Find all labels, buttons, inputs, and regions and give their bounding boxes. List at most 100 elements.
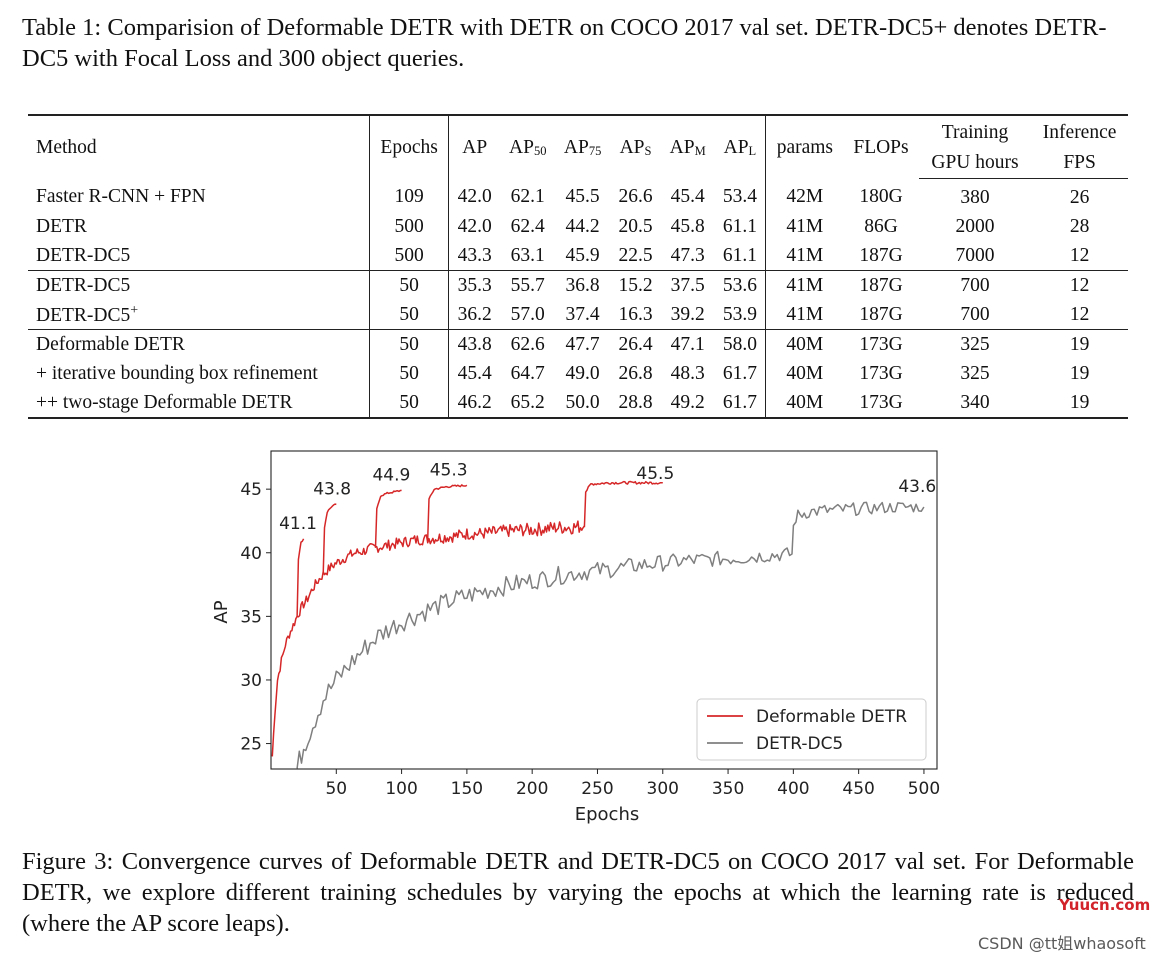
cell-params: 40M — [765, 329, 844, 359]
x-tick-label: 100 — [385, 779, 417, 799]
cell-epochs: 50 — [369, 329, 449, 359]
header-aps: APS — [610, 114, 662, 179]
cell-flops: 173G — [859, 362, 903, 384]
cell-gpu-hours: 700 — [960, 303, 990, 325]
cell-apm: 47.3 — [670, 244, 705, 266]
y-tick-label: 35 — [240, 607, 262, 627]
series-line-1 — [296, 538, 305, 618]
cell-method: DETR — [36, 215, 87, 237]
plot-frame — [270, 450, 938, 770]
cell-apl: 53.4 — [722, 186, 757, 208]
legend-box — [696, 698, 927, 761]
cell-apl: 61.1 — [722, 215, 757, 237]
x-tick-label: 350 — [712, 779, 744, 799]
annotation-label: 44.9 — [372, 465, 410, 485]
cell-apl: 61.7 — [722, 362, 757, 384]
header-apm: APM — [661, 114, 715, 179]
table-header-row: Method Epochs AP AP50 AP75 APS APM APL p… — [28, 114, 1128, 179]
series-line-3 — [374, 489, 402, 548]
cell-ap50: 65.2 — [500, 388, 556, 419]
cell-flops: 173G — [843, 329, 919, 359]
cell-params: 40M — [765, 359, 844, 388]
y-tick-label: 25 — [240, 735, 262, 755]
series-line-4 — [426, 484, 468, 540]
header-ap50: AP50 — [500, 114, 556, 179]
annotation-label: 43.8 — [313, 479, 351, 499]
cell-fps: 12 — [1031, 270, 1128, 300]
cell-apl: 53.9 — [722, 303, 757, 325]
cell-gpu-hours: 7000 — [955, 244, 995, 266]
cell-ap: 45.4 — [448, 359, 501, 388]
table-row: ++ two-stage Deformable DETR 50 46.2 65.2 50… — [28, 388, 1128, 419]
x-tick-label: 450 — [842, 779, 874, 799]
cell-aps: 28.8 — [610, 388, 662, 419]
cell-ap50: 62.6 — [500, 329, 556, 359]
cell-ap50: 62.4 — [510, 215, 545, 237]
cell-method: Deformable DETR — [28, 329, 370, 359]
header-apl: APL — [714, 114, 766, 179]
header-inference: Inference — [1031, 114, 1128, 148]
cell-apl: 53.6 — [714, 270, 766, 300]
cell-apm: 48.3 — [670, 362, 705, 384]
cell-gpu-hours: 340 — [918, 388, 1032, 419]
cell-aps: 16.3 — [618, 303, 653, 325]
cell-apm: 47.1 — [661, 329, 715, 359]
cell-aps: 22.5 — [618, 244, 653, 266]
table-row: + iterative bounding box refinement 50 45.… — [28, 359, 1128, 388]
y-tick-label: 30 — [240, 671, 262, 691]
cell-ap75: 45.9 — [565, 244, 600, 266]
watermark-site: Yuucn.com — [1059, 896, 1151, 914]
cell-ap75: 45.5 — [565, 186, 600, 208]
cell-fps: 12 — [1069, 244, 1090, 266]
table-row: DETR-DC5 50 35.3 55.7 36.8 15.2 37.5 53.6 41M 187… — [28, 270, 1128, 300]
cell-apl: 61.1 — [722, 244, 757, 266]
x-tick-label: 400 — [777, 779, 809, 799]
cell-apm: 49.2 — [661, 388, 715, 419]
table-row: DETR-DC5+ 50 36.2 57.0 37.4 16.3 39.2 53.9 41M 18… — [28, 300, 1128, 330]
cell-ap75: 50.0 — [555, 388, 611, 419]
cell-params: 41M — [765, 300, 844, 330]
cell-epochs: 50 — [369, 270, 449, 300]
cell-apl: 61.7 — [714, 388, 766, 419]
header-training: Training — [918, 114, 1032, 148]
cell-method: DETR-DC5 — [36, 244, 131, 266]
header-fps: FPS — [1031, 148, 1128, 179]
table-body: Faster R-CNN + FPN 109 42.0 62.1 45.5 26.6 45.… — [28, 178, 1128, 419]
y-axis-label: AP — [211, 600, 232, 623]
cell-ap75: 47.7 — [555, 329, 611, 359]
x-tick-label: 200 — [516, 779, 548, 799]
cell-epochs: 50 — [369, 300, 449, 330]
cell-aps: 26.4 — [610, 329, 662, 359]
series-line-5 — [583, 480, 663, 528]
cell-params: 41M — [765, 241, 844, 271]
cell-gpu-hours: 380 — [960, 186, 990, 208]
x-tick-label: 150 — [451, 779, 483, 799]
figure-caption: Figure 3: Convergence curves of Deformab… — [22, 848, 1134, 937]
cell-ap: 42.0 — [448, 178, 501, 212]
cell-flops: 187G — [859, 244, 903, 266]
cell-ap50: 55.7 — [500, 270, 556, 300]
cell-ap50: 62.1 — [510, 186, 545, 208]
table-caption: Table 1: Comparision of Deformable DETR … — [22, 14, 1107, 72]
cell-gpu-hours: 700 — [918, 270, 1032, 300]
cell-apm: 45.8 — [670, 215, 705, 237]
header-method: Method — [28, 114, 370, 179]
cell-ap: 42.0 — [448, 212, 501, 241]
watermark-author: CSDN @tt姐whaosoft — [978, 934, 1146, 953]
cell-method: DETR-DC5 — [28, 270, 370, 300]
convergence-chart: 50 100 150 200 250 300 350 400 450 5002530354045 … — [211, 450, 940, 825]
cell-method: Faster R-CNN + FPN — [36, 186, 206, 208]
cell-aps: 26.6 — [618, 186, 653, 208]
header-epochs: Epochs — [369, 114, 449, 179]
chart-legend: Deformable DETR DETR-DC5 — [696, 698, 927, 761]
cell-params: 41M — [765, 212, 844, 241]
cell-params: 40M — [765, 388, 844, 419]
cell-flops: 187G — [843, 270, 919, 300]
cell-gpu-hours: 325 — [960, 362, 990, 384]
annotation-label: 45.3 — [430, 460, 468, 480]
cell-ap75: 49.0 — [565, 362, 600, 384]
cell-epochs: 500 — [369, 212, 449, 241]
cell-params: 42M — [765, 178, 844, 212]
cell-fps: 12 — [1069, 303, 1090, 325]
table-row: DETR 500 42.0 62.4 44.2 20.5 45.8 61.1 41M 86G 200… — [28, 212, 1128, 241]
